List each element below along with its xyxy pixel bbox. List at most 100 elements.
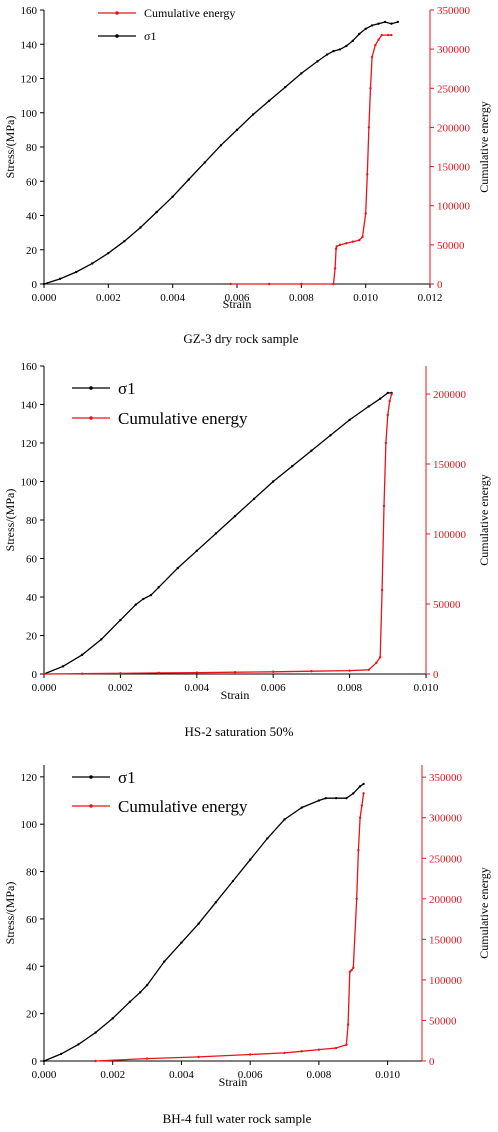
y-tick-label: 120 (21, 772, 38, 784)
y2-tick-label: 100000 (437, 201, 471, 213)
y2-tick-label: 300000 (429, 813, 463, 825)
data-point (369, 87, 372, 90)
y-tick-label: 0 (32, 1056, 38, 1068)
data-point (378, 397, 382, 400)
data-point (351, 240, 354, 243)
data-point (346, 1023, 350, 1026)
y2-tick-label: 150000 (437, 162, 471, 174)
y-tick-label: 0 (32, 279, 38, 291)
y-tick-label: 80 (26, 867, 38, 879)
data-point (380, 33, 383, 37)
data-point (145, 1057, 149, 1060)
data-point (59, 1052, 63, 1056)
data-point (300, 72, 303, 75)
data-point (384, 441, 388, 445)
data-point (338, 243, 342, 247)
y-tick-label: 60 (26, 554, 38, 566)
y-tick-label: 40 (26, 592, 38, 604)
data-point (367, 668, 370, 671)
y2-tick-label: 50000 (433, 599, 461, 611)
chart-panel-1: 0.000 0.002 0.004 0.006 0.008 0.010 0.01202040… (3, 5, 491, 346)
data-point (300, 1050, 303, 1053)
data-point (310, 670, 313, 673)
data-point (157, 671, 160, 675)
data-point (364, 212, 367, 215)
y-tick-label: 20 (26, 631, 38, 643)
x-tick-label: 0.008 (337, 682, 362, 694)
data-point (325, 53, 329, 56)
y-tick-label: 120 (21, 74, 38, 86)
data-point (142, 597, 145, 601)
data-point (358, 238, 361, 242)
data-point (284, 85, 287, 89)
data-point (81, 672, 84, 675)
y-tick-label: 60 (26, 914, 38, 926)
data-point (272, 670, 275, 673)
data-point (145, 984, 149, 987)
data-point (362, 782, 365, 786)
chart-caption: GZ-3 dry rock sample (183, 331, 298, 346)
y-tick-label: 40 (26, 211, 38, 223)
data-point (396, 20, 400, 24)
data-point (197, 922, 200, 925)
data-point (291, 464, 294, 468)
data-point (203, 161, 207, 164)
data-point (248, 1053, 252, 1056)
data-point (375, 661, 378, 664)
x-tick-label: 0.006 (225, 292, 250, 304)
data-point (283, 818, 286, 821)
y2-tick-label: 200000 (437, 122, 471, 134)
data-point (77, 1043, 80, 1046)
y2-tick-label: 50000 (437, 240, 465, 252)
data-point (100, 638, 103, 641)
y-tick-label: 120 (21, 438, 38, 450)
y2-tick-label: 150000 (429, 934, 463, 946)
legend-label: σ1 (118, 768, 136, 787)
data-point (386, 33, 390, 37)
data-point (338, 48, 342, 51)
y2-tick-label: 100000 (429, 975, 463, 987)
x-tick-label: 0.004 (160, 292, 185, 304)
data-point (74, 270, 78, 274)
y2-axis-label: Cumulative energy (477, 867, 491, 958)
data-point (149, 593, 153, 597)
series-line (43, 21, 398, 285)
data-point (370, 24, 374, 27)
data-point (214, 532, 218, 535)
data-point (361, 235, 364, 239)
legend-label: Cumulative energy (118, 797, 248, 816)
data-point (310, 449, 313, 452)
y2-axis-label: Cumulative energy (477, 101, 491, 192)
data-point (348, 970, 352, 973)
series-line (43, 783, 364, 1062)
y-tick-label: 20 (26, 1009, 38, 1021)
x-tick-label: 0.000 (32, 292, 57, 304)
data-point (377, 22, 380, 25)
legend-marker (89, 804, 93, 808)
data-point (187, 178, 190, 181)
data-point (383, 20, 387, 24)
data-point (248, 858, 252, 861)
data-point (219, 144, 223, 147)
data-point (157, 586, 160, 589)
data-point (329, 434, 332, 437)
data-point (334, 247, 338, 250)
y2-tick-label: 250000 (437, 83, 471, 95)
y2-tick-label: 100000 (433, 529, 467, 541)
data-point (380, 588, 384, 592)
y2-tick-label: 350000 (437, 5, 471, 17)
data-point (229, 282, 232, 286)
data-point (94, 1059, 97, 1063)
data-point (123, 239, 126, 243)
x-tick-label: 0.000 (32, 682, 57, 694)
x-axis-label: Strain (223, 297, 252, 311)
data-point (134, 603, 137, 606)
data-point (139, 991, 142, 994)
data-point (119, 618, 122, 622)
data-point (351, 39, 354, 43)
data-point (390, 22, 393, 25)
data-point (251, 113, 255, 116)
x-tick-label: 0.010 (353, 292, 378, 304)
x-tick-label: 0.004 (184, 682, 209, 694)
data-point (370, 55, 374, 59)
